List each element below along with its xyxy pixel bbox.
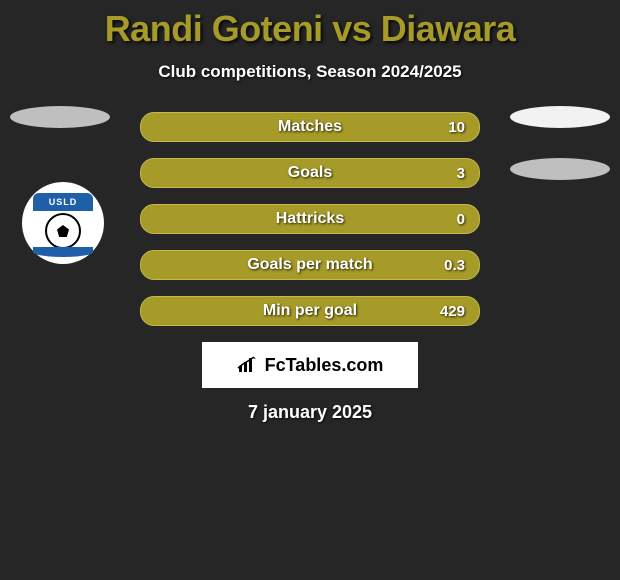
page-title: Randi Goteni vs Diawara [0,8,620,50]
stat-bar-min-per-goal: Min per goal 429 [140,296,480,326]
stat-label: Hattricks [276,210,344,228]
club-badge: USLD [22,182,104,264]
avatar-placeholder-left [10,106,110,128]
stat-label: Goals [288,164,332,182]
stat-label: Matches [278,118,342,136]
stat-value: 0.3 [444,257,465,274]
stat-value: 3 [457,165,465,182]
avatar-placeholder-right-1 [510,106,610,128]
infographic-container: Randi Goteni vs Diawara Club competition… [0,0,620,423]
club-badge-inner: USLD [33,193,93,253]
stat-bar-goals-per-match: Goals per match 0.3 [140,250,480,280]
avatar-placeholder-right-2 [510,158,610,180]
bar-chart-icon [237,356,259,374]
brand-name: FcTables.com [265,355,384,376]
club-badge-text: USLD [33,193,93,211]
stat-label: Min per goal [263,302,357,320]
brand-box: FcTables.com [202,342,418,388]
subtitle: Club competitions, Season 2024/2025 [0,62,620,82]
club-badge-wave [33,247,93,257]
stat-bar-hattricks: Hattricks 0 [140,204,480,234]
soccer-ball-icon [45,213,81,249]
stat-value: 10 [448,119,465,136]
stats-bars: Matches 10 Goals 3 Hattricks 0 Goals per… [140,112,480,326]
date-text: 7 january 2025 [10,402,610,423]
stat-bar-goals: Goals 3 [140,158,480,188]
stat-value: 0 [457,211,465,228]
stat-label: Goals per match [247,256,372,274]
content-area: USLD Matches 10 Goals 3 Hattricks 0 Goal… [0,112,620,423]
stat-value: 429 [440,303,465,320]
stat-bar-matches: Matches 10 [140,112,480,142]
